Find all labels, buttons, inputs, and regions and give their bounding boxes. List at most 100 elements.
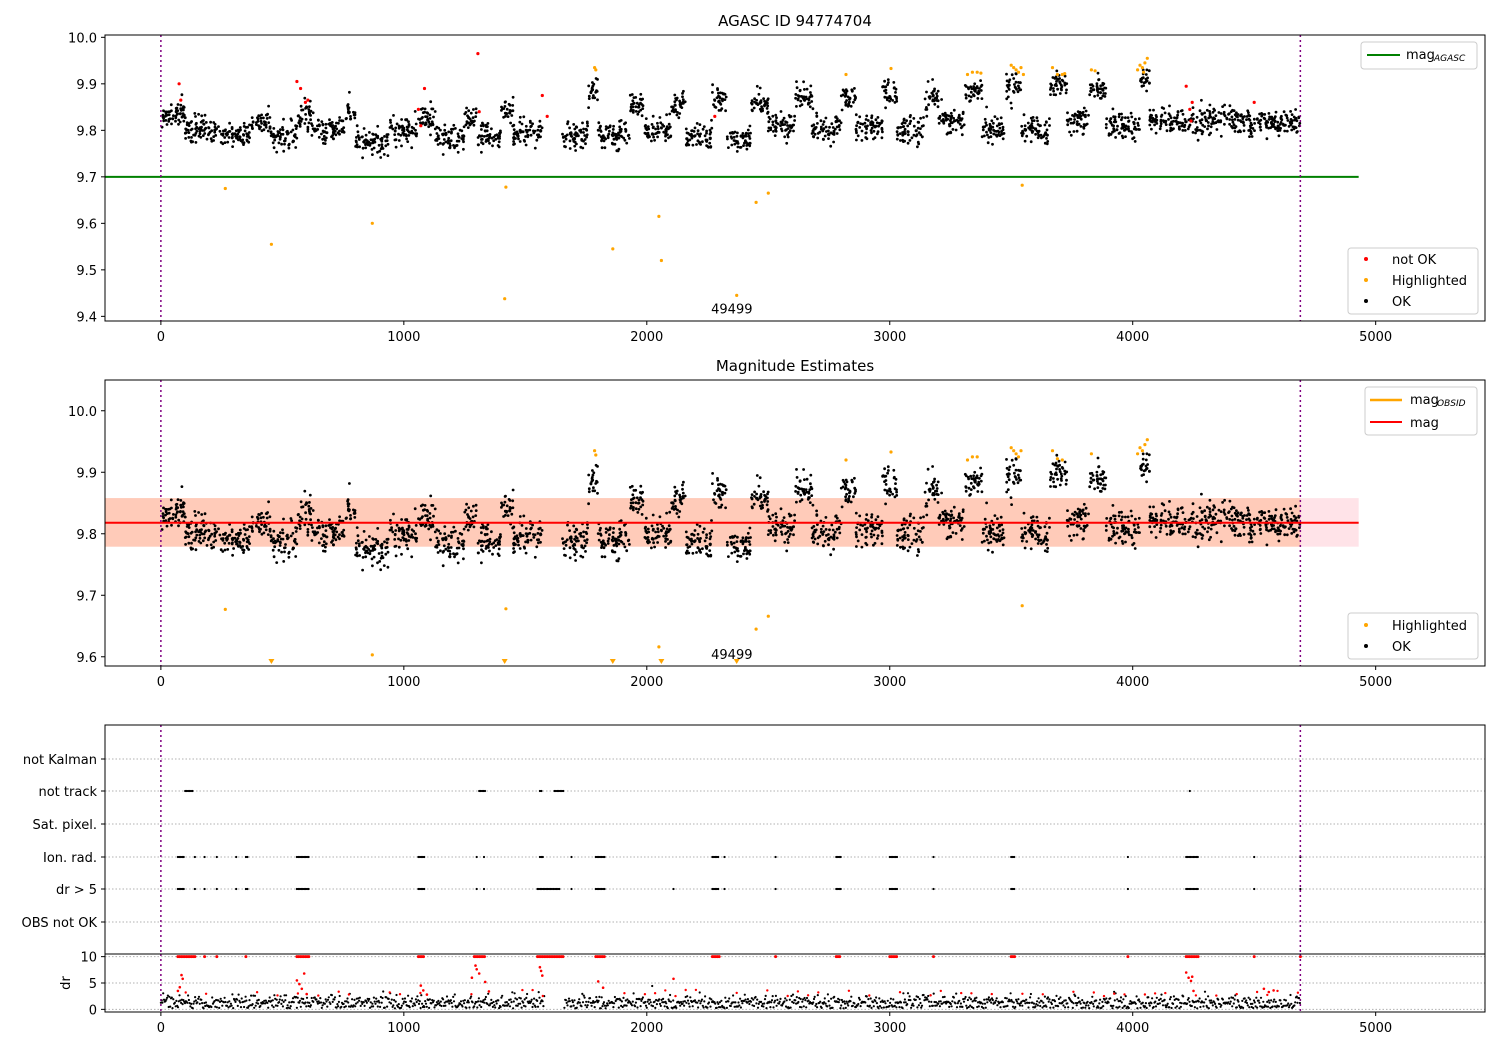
ok-point [877,527,880,530]
ok-point [237,133,240,136]
ok-point [992,129,995,132]
highlighted-point [1141,66,1144,69]
ok-point [457,562,460,565]
ok-point [856,121,859,124]
ok-point [214,528,217,531]
ok-point [194,514,197,517]
ok-point [195,122,198,125]
ok-point [1011,73,1014,76]
ok-point [513,128,516,131]
ok-point [742,541,745,544]
ok-point [654,531,657,534]
ok-point [1148,525,1151,528]
ok-point [1100,97,1103,100]
ok-point [1112,514,1115,517]
ok-point [301,118,304,121]
ok-point [698,548,701,551]
ok-point [784,120,787,123]
ok-point [978,91,981,94]
ok-point [282,532,285,535]
ok-point [631,99,634,102]
ok-point [985,124,988,127]
ok-point [400,553,403,556]
ok-point [1030,516,1033,519]
ok-point [812,504,815,507]
ok-point [417,517,420,520]
ok-point [611,540,614,543]
ok-point [887,469,890,472]
ok-point [572,138,575,141]
ok-point [284,546,287,549]
ok-point [771,121,774,124]
ok-point [1012,77,1015,80]
ok-point [1142,463,1145,466]
ok-point [673,486,676,489]
ok-point [736,135,739,138]
ok-point [999,127,1002,130]
ok-point [481,138,484,141]
ok-point [730,144,733,147]
ok-point [953,109,956,112]
ok-point [1263,516,1266,519]
ok-point [612,132,615,135]
ok-point [273,545,276,548]
ok-point [617,150,620,153]
ok-point [832,548,835,551]
ok-point [1031,119,1034,122]
ok-point [716,489,719,492]
ok-point [596,98,599,101]
ok-point [666,538,669,541]
ok-point [717,494,720,497]
ok-point [792,533,795,536]
ok-point [1268,112,1271,115]
ok-point [870,533,873,536]
ok-point [1046,140,1049,143]
ok-point [1001,537,1004,540]
ok-point [1164,121,1167,124]
ok-point [881,131,884,134]
ok-point [903,519,906,522]
ok-point [967,478,970,481]
ok-point [811,537,814,540]
ok-point [716,479,719,482]
ok-point [855,512,858,515]
ok-point [756,474,759,477]
ok-point [278,131,281,134]
ok-point [855,128,858,131]
ok-point [1036,130,1039,133]
ok-point [379,568,382,571]
ok-point [324,142,327,145]
ok-point [406,547,409,550]
ok-point [883,80,886,83]
ok-point [769,532,772,535]
ok-point [309,494,312,497]
ok-point [1134,118,1137,121]
ok-point [733,542,736,545]
ok-point [945,116,948,119]
ok-point [942,518,945,521]
ok-point [742,553,745,556]
ok-point [288,551,291,554]
ok-point [447,543,450,546]
ok-point [353,113,356,116]
ok-point [295,530,298,533]
ok-point [505,511,508,514]
ok-point [573,145,576,148]
ok-point [570,535,573,538]
ok-point [965,85,968,88]
ok-point [594,91,597,94]
ok-point [681,484,684,487]
ok-point [437,143,440,146]
y-tick-label: 9.7 [76,171,97,186]
ok-point [450,535,453,538]
ok-point [821,533,824,536]
ok-point [199,537,202,540]
ok-point [1082,538,1085,541]
ok-point [282,128,285,131]
ok-point [415,123,418,126]
ok-point [187,542,190,545]
ok-point [698,134,701,137]
ok-point [991,143,994,146]
ok-point [692,144,695,147]
